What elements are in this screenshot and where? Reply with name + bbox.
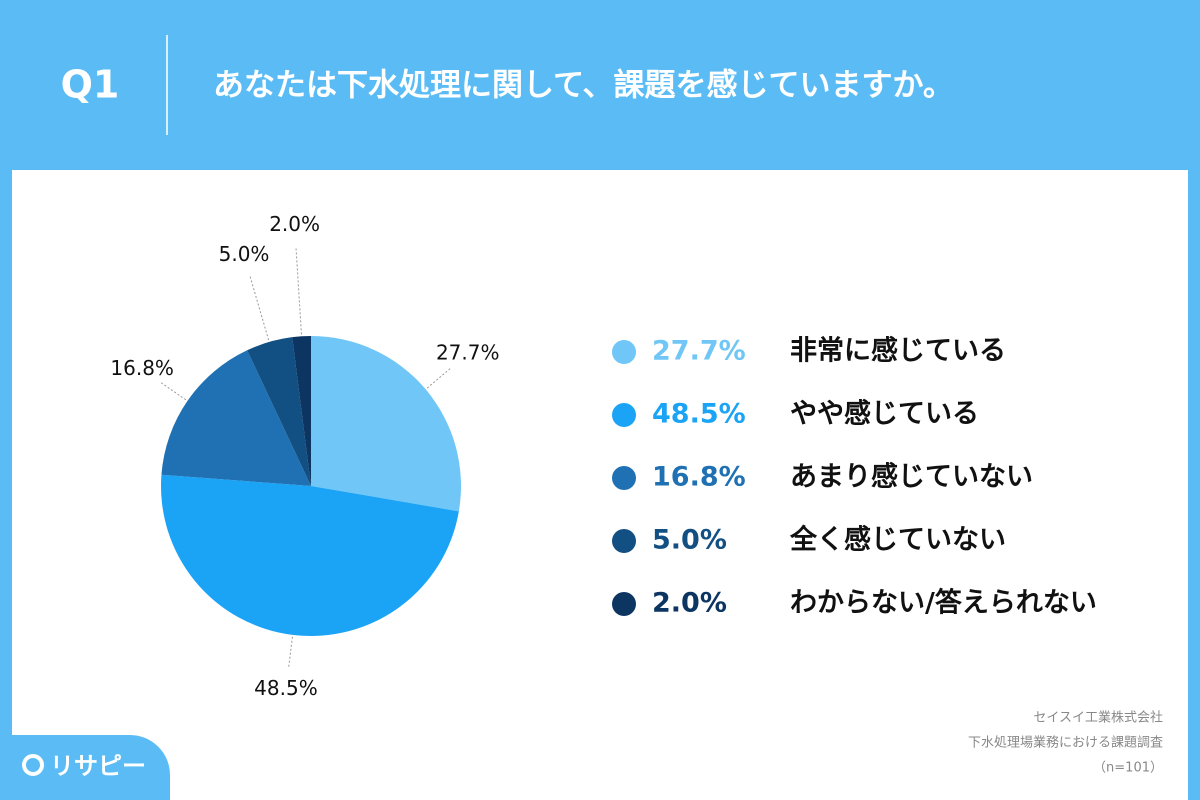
chart-title: あなたは下水処理に関して、課題を感じていますか。 bbox=[213, 68, 954, 104]
data-label: 27.7% bbox=[436, 340, 500, 364]
legend-swatch bbox=[612, 340, 636, 364]
legend-swatch bbox=[612, 529, 636, 553]
source-line: 下水処理場業務における課題調査 bbox=[968, 735, 1163, 751]
legend-swatch bbox=[612, 403, 636, 427]
legend-value: 48.5% bbox=[652, 399, 746, 430]
data-label: 2.0% bbox=[269, 212, 320, 236]
legend-value: 27.7% bbox=[652, 336, 746, 367]
data-label: 16.8% bbox=[110, 356, 174, 380]
legend-label: やや感じている bbox=[790, 398, 979, 430]
legend-swatch bbox=[612, 466, 636, 490]
legend-label: 全く感じていない bbox=[789, 524, 1006, 556]
legend-value: 16.8% bbox=[652, 462, 746, 493]
source-line: セイスイ工業株式会社 bbox=[1033, 710, 1163, 726]
legend-value: 5.0% bbox=[652, 525, 727, 556]
leader-line bbox=[249, 276, 270, 341]
source-line: （n=101） bbox=[1093, 761, 1163, 776]
data-label: 5.0% bbox=[219, 242, 270, 266]
pie-slice bbox=[161, 474, 459, 636]
leader-line bbox=[288, 636, 293, 668]
logo-icon bbox=[22, 754, 44, 776]
logo: リサピー bbox=[50, 752, 146, 780]
question-number: Q1 bbox=[61, 63, 120, 107]
legend-label: あまり感じていない bbox=[790, 461, 1033, 493]
legend-swatch bbox=[612, 592, 636, 616]
logo-tab bbox=[0, 735, 170, 800]
data-label: 48.5% bbox=[254, 676, 318, 700]
pie-slice bbox=[161, 350, 311, 486]
leader-line bbox=[295, 247, 302, 335]
legend-label: 非常に感じている bbox=[790, 335, 1006, 367]
plot: 27.7% 27.7% 非常に感じている 48.5% 48.5% やや感じている 16.8%… bbox=[110, 212, 1096, 700]
pie-slice bbox=[311, 336, 461, 512]
leader-line bbox=[160, 381, 187, 401]
leader-line bbox=[426, 367, 452, 389]
legend-label: わからない/答えられない bbox=[790, 587, 1097, 619]
pie-slice bbox=[247, 337, 311, 486]
legend-value: 2.0% bbox=[652, 588, 727, 619]
pie-slice bbox=[292, 336, 311, 486]
